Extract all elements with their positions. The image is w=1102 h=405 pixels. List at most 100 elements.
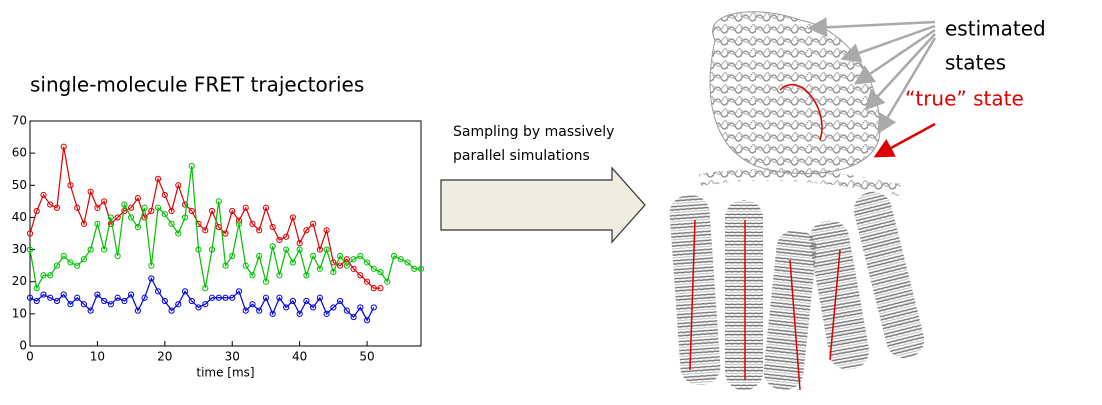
point xyxy=(337,252,344,260)
point xyxy=(53,262,61,269)
point xyxy=(256,227,263,234)
point xyxy=(411,265,418,272)
point xyxy=(94,291,101,298)
point xyxy=(249,220,256,227)
point xyxy=(350,256,357,263)
point xyxy=(121,297,128,305)
point xyxy=(323,246,330,253)
x-tick-label: 10 xyxy=(90,350,105,364)
point xyxy=(53,297,61,305)
y-tick-label: 40 xyxy=(12,210,27,224)
point xyxy=(60,291,67,298)
point xyxy=(316,265,323,272)
point xyxy=(202,301,209,308)
point xyxy=(67,259,74,266)
point xyxy=(249,272,256,279)
chart: 0 10 20 30 40 50 60 70 0 10 20 30 40 50 time [ms] xyxy=(12,114,425,380)
point xyxy=(114,252,121,260)
point xyxy=(134,223,141,231)
arrow-label: parallel simulations xyxy=(453,148,590,164)
point xyxy=(229,294,236,301)
x-tick-label: 50 xyxy=(359,350,374,364)
point xyxy=(161,211,168,218)
point xyxy=(141,204,148,211)
point xyxy=(390,252,398,260)
point xyxy=(154,175,162,182)
point xyxy=(215,294,222,301)
point xyxy=(26,294,34,301)
point xyxy=(60,252,67,260)
heading: single-molecule FRET trajectories xyxy=(30,73,364,97)
point xyxy=(337,262,344,269)
point xyxy=(310,252,317,260)
point xyxy=(175,230,182,237)
point xyxy=(384,278,391,285)
point xyxy=(175,182,182,189)
point xyxy=(404,259,411,266)
point xyxy=(195,246,202,253)
point xyxy=(87,246,94,253)
point xyxy=(188,297,195,305)
point xyxy=(256,307,263,314)
point xyxy=(181,288,189,295)
estimated-label: states xyxy=(945,51,1006,75)
point xyxy=(40,191,47,199)
point xyxy=(148,207,155,215)
point xyxy=(337,297,344,305)
point xyxy=(269,310,276,317)
point xyxy=(370,285,377,292)
point xyxy=(134,307,141,314)
point xyxy=(242,204,249,211)
point xyxy=(128,204,135,211)
point xyxy=(235,220,243,227)
x-tick-label: 30 xyxy=(225,350,240,364)
point xyxy=(310,304,317,311)
pointer-arrows xyxy=(807,17,937,135)
point xyxy=(242,262,249,269)
point xyxy=(148,262,155,269)
point xyxy=(33,297,40,305)
point xyxy=(188,162,195,170)
y-tick-label: 50 xyxy=(12,178,27,192)
point xyxy=(154,288,162,295)
y-tick-label: 0 xyxy=(19,339,27,353)
point xyxy=(357,272,364,279)
point xyxy=(202,227,209,234)
point xyxy=(316,246,323,253)
point xyxy=(222,262,229,269)
x-tick-label: 40 xyxy=(292,350,307,364)
point xyxy=(303,272,310,279)
point xyxy=(94,220,101,227)
point xyxy=(74,262,81,269)
point xyxy=(310,220,317,227)
point xyxy=(283,233,290,240)
point xyxy=(33,207,40,215)
point xyxy=(80,301,88,308)
point xyxy=(343,256,350,263)
point xyxy=(208,207,216,215)
point xyxy=(107,220,114,227)
point xyxy=(417,265,425,272)
point xyxy=(222,230,229,237)
point xyxy=(296,240,303,247)
point xyxy=(229,252,236,260)
true-state-label: “true” state xyxy=(905,87,1024,111)
point xyxy=(101,246,108,253)
point xyxy=(316,294,323,301)
point xyxy=(296,246,303,253)
point xyxy=(67,182,74,189)
point xyxy=(154,204,162,211)
point xyxy=(289,214,297,221)
point xyxy=(289,297,297,305)
point xyxy=(202,285,209,292)
point xyxy=(276,236,283,244)
point xyxy=(168,307,175,314)
point xyxy=(134,195,141,202)
arrow-label: Sampling by massively xyxy=(453,124,614,140)
point xyxy=(377,268,384,276)
point xyxy=(229,207,236,215)
point xyxy=(74,204,81,211)
x-tick-label: 20 xyxy=(157,350,172,364)
true-state-arrow xyxy=(873,122,936,158)
